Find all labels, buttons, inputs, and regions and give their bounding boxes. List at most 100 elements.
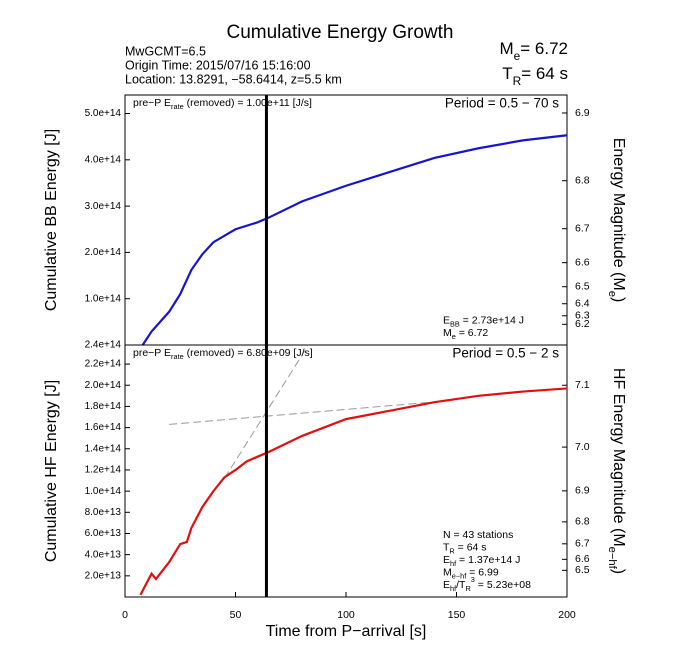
text-part: Energy Magnitude (M bbox=[610, 138, 627, 291]
y-tick-label: 4.0e+13 bbox=[85, 549, 122, 560]
text-part: = 6.72 bbox=[520, 39, 568, 58]
chart-title: Cumulative Energy Growth bbox=[226, 22, 453, 43]
y-tick-label: 1.6e+14 bbox=[85, 422, 122, 433]
header-line: Origin Time: 2015/07/16 15:16:00 bbox=[125, 58, 311, 72]
y2-tick-label: 7.0 bbox=[575, 441, 590, 453]
text-part: 3 bbox=[471, 575, 475, 584]
text-part: BB bbox=[450, 320, 460, 329]
y2-tick-label: 6.5 bbox=[575, 280, 590, 292]
text-part: M bbox=[499, 39, 513, 58]
y2-axis-label: HF Energy Magnitude (Me−hf) bbox=[606, 368, 627, 574]
info-line: Ehf/TR3 = 5.23e+08 bbox=[443, 575, 531, 593]
text-part: T bbox=[443, 541, 450, 553]
info-line: Ehf = 1.37e+14 J bbox=[443, 554, 520, 569]
text-part: pre−P E bbox=[133, 347, 171, 359]
y-tick-label: 2.0e+13 bbox=[85, 570, 122, 581]
text-part: E bbox=[443, 554, 450, 566]
text-part: e bbox=[514, 49, 521, 63]
magnitude-label: Me= 6.72 bbox=[499, 39, 568, 63]
text-part: = 6.99 bbox=[466, 566, 499, 578]
data-line bbox=[141, 134, 568, 346]
text-part: pre−P E bbox=[133, 97, 171, 109]
text-part: = 1.37e+14 J bbox=[456, 554, 520, 566]
plot-frame bbox=[124, 94, 568, 346]
text-part: (removed) = 1.00e+11 [J/s] bbox=[184, 97, 312, 109]
text-part: rate bbox=[171, 102, 184, 111]
y2-tick-label: 6.3 bbox=[575, 310, 590, 322]
text-part: hf bbox=[450, 584, 457, 593]
text-part: = 64 s bbox=[521, 64, 568, 83]
text-part: e bbox=[452, 332, 456, 341]
x-tick-label: 100 bbox=[337, 609, 355, 621]
text-part: HF Energy Magnitude (M bbox=[610, 368, 627, 547]
y2-tick-label: 6.7 bbox=[575, 222, 590, 234]
x-tick-label: 0 bbox=[122, 609, 128, 621]
y2-tick-label: 6.8 bbox=[575, 516, 590, 528]
x-axis-label: Time from P−arrival [s] bbox=[266, 623, 427, 640]
y-tick-label: 5.0e+14 bbox=[85, 108, 122, 119]
y2-tick-label: 6.9 bbox=[575, 485, 590, 497]
y-tick-label: 1.8e+14 bbox=[85, 401, 122, 412]
text-part: R bbox=[513, 74, 522, 88]
y-tick-label: 1.0e+14 bbox=[85, 293, 122, 304]
x-tick-label: 150 bbox=[448, 609, 466, 621]
x-tick-label: 200 bbox=[558, 609, 576, 621]
text-part: = 2.73e+14 J bbox=[460, 314, 524, 326]
info-line: TR = 64 s bbox=[443, 541, 487, 556]
axis-floor-label: 2.4e+14 bbox=[85, 340, 122, 351]
header-line: MwGCMT=6.5 bbox=[125, 44, 206, 58]
rupture-label: TR= 64 s bbox=[502, 64, 568, 88]
y-axis-label: Cumulative BB Energy [J] bbox=[43, 129, 60, 311]
text-part: e−hf bbox=[606, 547, 618, 570]
info-line: Me−hf = 6.99 bbox=[443, 566, 499, 581]
y2-tick-label: 6.7 bbox=[575, 538, 590, 550]
period-label: Period = 0.5 − 70 s bbox=[445, 96, 559, 111]
info-line: EBB = 2.73e+14 J bbox=[443, 314, 524, 329]
text-part: R bbox=[465, 584, 470, 593]
period-label: Period = 0.5 − 2 s bbox=[452, 346, 559, 361]
text-part: = 6.72 bbox=[456, 327, 489, 339]
y2-tick-label: 7.1 bbox=[575, 379, 590, 391]
guide-line bbox=[169, 399, 457, 425]
y-tick-label: 1.4e+14 bbox=[85, 443, 122, 454]
text-part: e bbox=[606, 291, 618, 297]
text-part: ) bbox=[610, 569, 627, 574]
text-part: = 64 s bbox=[455, 541, 487, 553]
text-part: T bbox=[502, 64, 512, 83]
text-part: ) bbox=[610, 297, 627, 302]
rate-label: pre−P Erate (removed) = 6.80e+09 [J/s] bbox=[133, 347, 313, 362]
y-tick-label: 1.0e+14 bbox=[85, 486, 122, 497]
y2-tick-label: 6.2 bbox=[575, 318, 590, 330]
text-part: N = 43 stations bbox=[443, 529, 513, 541]
y2-axis-label: Energy Magnitude (Me) bbox=[606, 138, 627, 303]
text-part: R bbox=[449, 547, 454, 556]
y2-tick-label: 6.8 bbox=[575, 175, 590, 187]
y2-tick-label: 6.6 bbox=[575, 553, 590, 565]
y-tick-label: 8.0e+13 bbox=[85, 507, 122, 518]
y-axis-label: Cumulative HF Energy [J] bbox=[43, 380, 60, 562]
text-part: E bbox=[443, 314, 450, 326]
rate-label: pre−P Erate (removed) = 1.00e+11 [J/s] bbox=[133, 97, 312, 112]
text-part: /T bbox=[456, 579, 466, 591]
text-part: (removed) = 6.80e+09 [J/s] bbox=[184, 347, 313, 359]
y-tick-label: 2.2e+14 bbox=[85, 359, 122, 370]
data-line bbox=[139, 387, 568, 596]
text-part: M bbox=[443, 566, 452, 578]
y2-tick-label: 6.4 bbox=[575, 298, 590, 310]
x-tick-label: 50 bbox=[230, 609, 242, 621]
y2-tick-label: 6.6 bbox=[575, 256, 590, 268]
text-part: rate bbox=[171, 352, 184, 361]
y-tick-label: 4.0e+14 bbox=[85, 154, 122, 165]
header-line: Location: 13.8291, −58.6414, z=5.5 km bbox=[125, 72, 342, 86]
y-tick-label: 2.0e+14 bbox=[85, 247, 122, 258]
y2-tick-label: 6.5 bbox=[575, 564, 590, 576]
text-part: hf bbox=[450, 559, 457, 568]
y-tick-label: 2.0e+14 bbox=[85, 380, 122, 391]
text-part: e−hf bbox=[452, 572, 467, 581]
y-tick-label: 3.0e+14 bbox=[85, 201, 122, 212]
text-part: E bbox=[443, 579, 450, 591]
info-line: N = 43 stations bbox=[443, 529, 513, 541]
y2-tick-label: 6.9 bbox=[575, 107, 590, 119]
y-tick-label: 6.0e+13 bbox=[85, 528, 122, 539]
